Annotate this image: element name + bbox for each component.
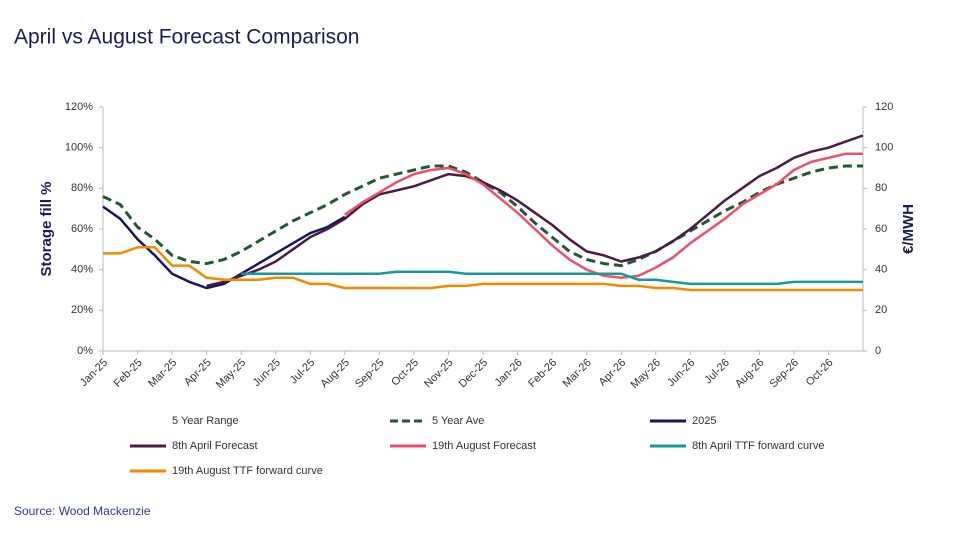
- x-tick-label: Apr-25: [182, 357, 214, 389]
- legend-label: 8th April Forecast: [172, 440, 258, 452]
- x-tick-label: Jul-25: [288, 357, 318, 387]
- x-tick-label: Aug-26: [733, 357, 767, 391]
- y2-tick-label: 80: [875, 182, 887, 194]
- x-tick-label: Mar-25: [146, 357, 179, 390]
- y-tick-label: 120%: [65, 101, 93, 113]
- series-line: [344, 152, 863, 280]
- series-line: [241, 270, 863, 286]
- x-tick-label: Feb-25: [112, 357, 145, 390]
- legend-label: 19th August TTF forward curve: [172, 465, 323, 477]
- x-tick-label: Feb-26: [526, 357, 559, 390]
- legend-label: 2025: [692, 415, 716, 427]
- x-tick-label: Dec-25: [457, 357, 491, 391]
- y2-tick-label: 100: [875, 142, 893, 154]
- x-tick-label: Sep-26: [768, 357, 802, 391]
- y2-axis-label: €/MWH: [900, 204, 917, 254]
- chart-title: April vs August Forecast Comparison: [14, 26, 359, 49]
- y-tick-label: 100%: [65, 142, 93, 154]
- legend-label: 5 Year Range: [172, 415, 239, 427]
- x-tick-label: Apr-26: [597, 357, 629, 389]
- x-tick-label: May-25: [214, 357, 248, 391]
- x-tick-label: Oct-26: [804, 357, 836, 389]
- legend-label: 8th April TTF forward curve: [692, 440, 824, 452]
- y2-tick-label: 40: [875, 264, 887, 276]
- legend-label: 19th August Forecast: [432, 440, 536, 452]
- y-tick-label: 80%: [71, 182, 93, 194]
- x-tick-label: Jul-26: [702, 357, 732, 387]
- y-tick-label: 60%: [71, 223, 93, 235]
- y2-tick-label: 60: [875, 223, 887, 235]
- x-tick-label: Oct-25: [389, 357, 421, 389]
- x-tick-label: Nov-25: [422, 357, 456, 391]
- y-tick-label: 40%: [71, 264, 93, 276]
- y2-tick-label: 0: [875, 345, 881, 357]
- x-tick-label: Jan-26: [492, 357, 524, 389]
- x-tick-label: May-26: [628, 357, 662, 391]
- y-tick-label: 20%: [71, 304, 93, 316]
- x-tick-label: Mar-26: [561, 357, 594, 390]
- series-line: [206, 134, 864, 288]
- source: Source: Wood Mackenzie: [14, 504, 151, 518]
- x-tick-label: Jun-26: [665, 357, 697, 389]
- x-tick-label: Sep-25: [353, 357, 387, 391]
- x-tick-label: Aug-25: [318, 357, 352, 391]
- series-line: [102, 205, 346, 290]
- legend-label: 5 Year Ave: [432, 415, 484, 427]
- x-tick-label: Jan-25: [78, 357, 110, 389]
- y-axis-label: Storage fill %: [38, 181, 55, 276]
- y-tick-label: 0%: [77, 345, 93, 357]
- x-tick-label: Jun-25: [251, 357, 283, 389]
- series-line: [103, 246, 863, 292]
- y2-tick-label: 20: [875, 304, 887, 316]
- y2-tick-label: 120: [875, 101, 893, 113]
